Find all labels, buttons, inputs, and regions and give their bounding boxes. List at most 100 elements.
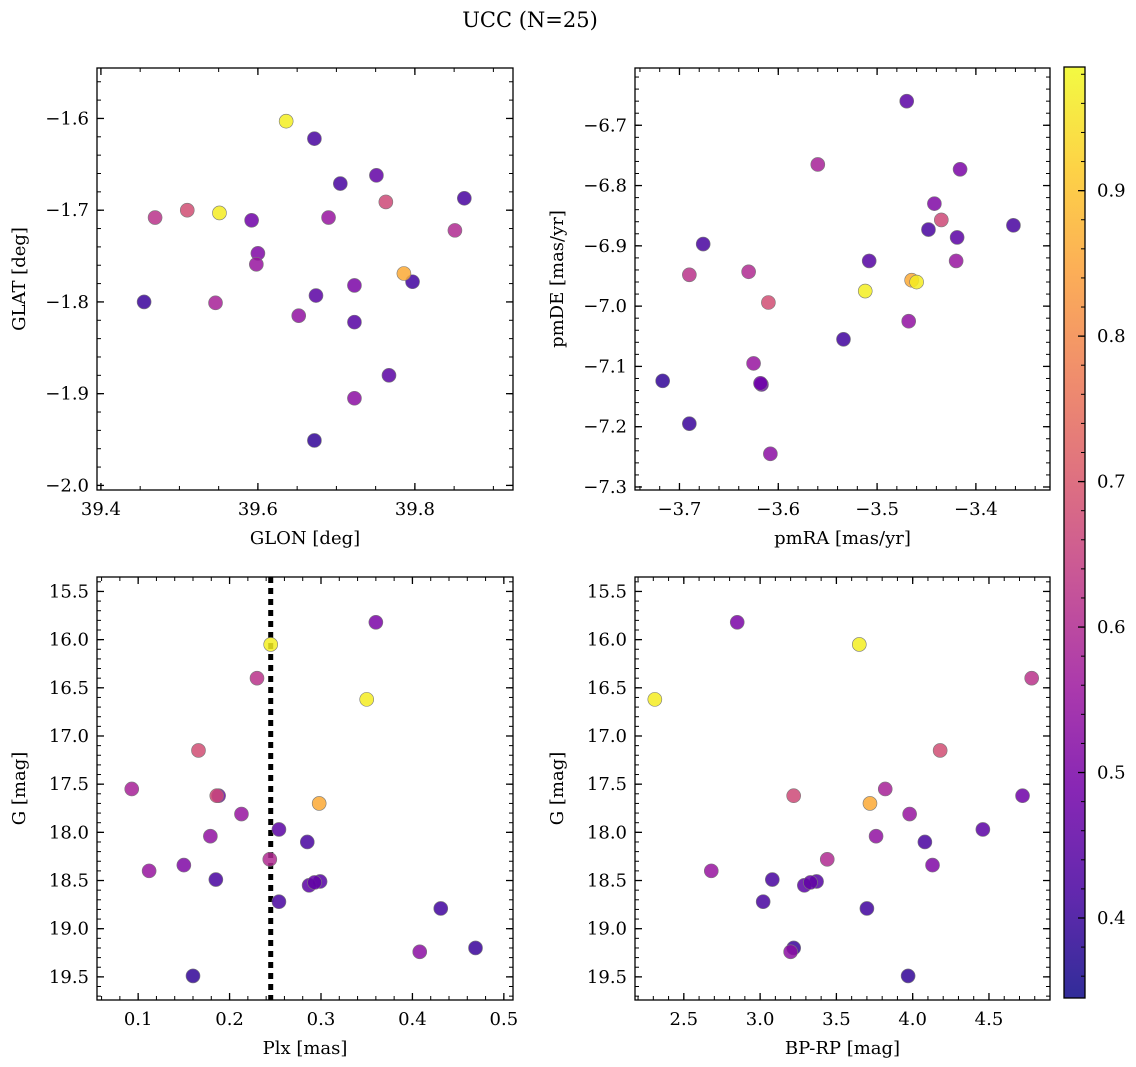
data-point (647, 692, 663, 707)
data-point (741, 264, 756, 280)
data-point (271, 822, 287, 837)
y-tick-label: 18.5 (49, 871, 89, 892)
data-point (347, 390, 362, 406)
data-point (457, 190, 472, 206)
data-point (836, 331, 851, 347)
colorbar-ticks (1078, 73, 1085, 977)
y-tick-label: 17.0 (49, 726, 89, 747)
data-point (347, 278, 362, 293)
y-tick-label: 19.0 (49, 919, 89, 940)
data-point (952, 161, 968, 177)
data-point (901, 313, 917, 329)
data-point (271, 894, 287, 910)
data-point (278, 113, 294, 129)
data-point (729, 614, 745, 630)
data-point (655, 373, 670, 389)
data-point (359, 692, 375, 707)
x-axis-label: Plx [mas] (263, 1038, 348, 1059)
data-point (682, 416, 697, 431)
colorbar-tick-label: 0.5 (1097, 763, 1126, 784)
data-point (244, 212, 259, 228)
data-point (347, 314, 362, 330)
axes-frame (96, 67, 514, 491)
data-point (311, 796, 327, 811)
data-point (900, 968, 916, 984)
panels: 39.4 39.6 39.8 −2.0 −1.9 −1.8 −1.7 −1.6 GLON [de… (9, 67, 1051, 1059)
data-point (862, 796, 878, 811)
data-point (468, 940, 483, 956)
data-point (321, 210, 336, 225)
y-tick-label: 18.5 (587, 871, 627, 892)
data-point (682, 267, 697, 283)
colorbar-frame (1063, 66, 1086, 999)
data-point (299, 834, 315, 850)
data-point (176, 857, 192, 873)
panel-glon-glat: 39.4 39.6 39.8 −2.0 −1.9 −1.8 −1.7 −1.6 GLON [de… (9, 67, 514, 549)
x-tick-label: 0.4 (398, 1009, 427, 1030)
y-tick-label: 15.5 (49, 581, 89, 602)
data-point (746, 356, 761, 371)
data-point (291, 308, 307, 323)
y-tick-label: 16.5 (49, 678, 89, 699)
data-point (1015, 788, 1030, 804)
colorbar-tick-label: 0.7 (1097, 472, 1126, 493)
data-point (803, 875, 818, 890)
data-point (925, 857, 940, 873)
colorbar-tick-label: 0.4 (1097, 908, 1126, 929)
tick-marks (97, 577, 513, 1000)
data-point (932, 743, 948, 758)
data-point (262, 852, 278, 867)
y-tick-label: 18.0 (49, 822, 89, 843)
x-tick-label: 4.5 (975, 1009, 1004, 1030)
y-tick-label: −1.8 (45, 292, 89, 313)
data-point (877, 781, 893, 797)
x-tick-label: 39.4 (81, 499, 121, 520)
data-point (868, 828, 884, 844)
data-point (810, 157, 826, 172)
data-point (147, 210, 163, 225)
data-point (308, 288, 324, 303)
data-point (765, 872, 780, 887)
y-axis-label: pmDE [mas/yr] (547, 210, 568, 348)
data-point (934, 212, 949, 228)
tick-marks (635, 577, 1051, 1000)
x-tick-label: 0.2 (215, 1009, 244, 1030)
x-tick-label: −3.5 (855, 499, 899, 520)
y-tick-label: 16.5 (587, 678, 627, 699)
data-point (179, 202, 195, 218)
points-bprp-g (647, 614, 1039, 984)
data-point (136, 294, 152, 310)
x-tick-label: 0.1 (124, 1009, 153, 1030)
y-axis-label: G [mag] (547, 752, 568, 825)
data-point (412, 944, 428, 960)
data-point (917, 834, 933, 850)
y-tick-label: −2.0 (45, 475, 89, 496)
panel-pmra-pmde: −3.7 −3.6 −3.5 −3.4 −7.3 −7.2 −7.1 −7.0 −6.9 −6.8… (547, 67, 1051, 549)
data-point (755, 894, 771, 910)
data-point (859, 901, 875, 916)
data-point (263, 637, 279, 652)
data-point (695, 236, 711, 252)
x-axis-label: pmRA [mas/yr] (774, 528, 911, 549)
data-point (857, 283, 873, 299)
data-point (949, 230, 965, 245)
y-tick-label: 18.0 (587, 822, 627, 843)
points-plx-g (124, 614, 483, 984)
panel-plx-g: 0.1 0.2 0.3 0.4 0.5 15.5 16.0 16.5 17.0 17.5 18.0 1… (9, 576, 518, 1059)
y-tick-label: −1.7 (45, 200, 89, 221)
axes-frame (634, 67, 1051, 491)
data-point (1006, 218, 1021, 233)
figure-title: UCC (N=25) (462, 8, 598, 32)
y-tick-label: −7.3 (583, 477, 627, 498)
data-point (307, 875, 322, 890)
data-point (902, 806, 917, 822)
data-point (378, 194, 394, 210)
data-point (753, 375, 768, 391)
data-point (333, 176, 348, 191)
data-point (899, 93, 915, 109)
points-pmra-pmde (655, 93, 1021, 462)
panel-bprp-g: 2.5 3.0 3.5 4.0 4.5 15.5 16.0 16.5 17.0 17.5 18.0 1… (547, 576, 1051, 1059)
y-tick-label: −7.2 (583, 417, 627, 438)
y-tick-label: −6.9 (583, 236, 627, 257)
